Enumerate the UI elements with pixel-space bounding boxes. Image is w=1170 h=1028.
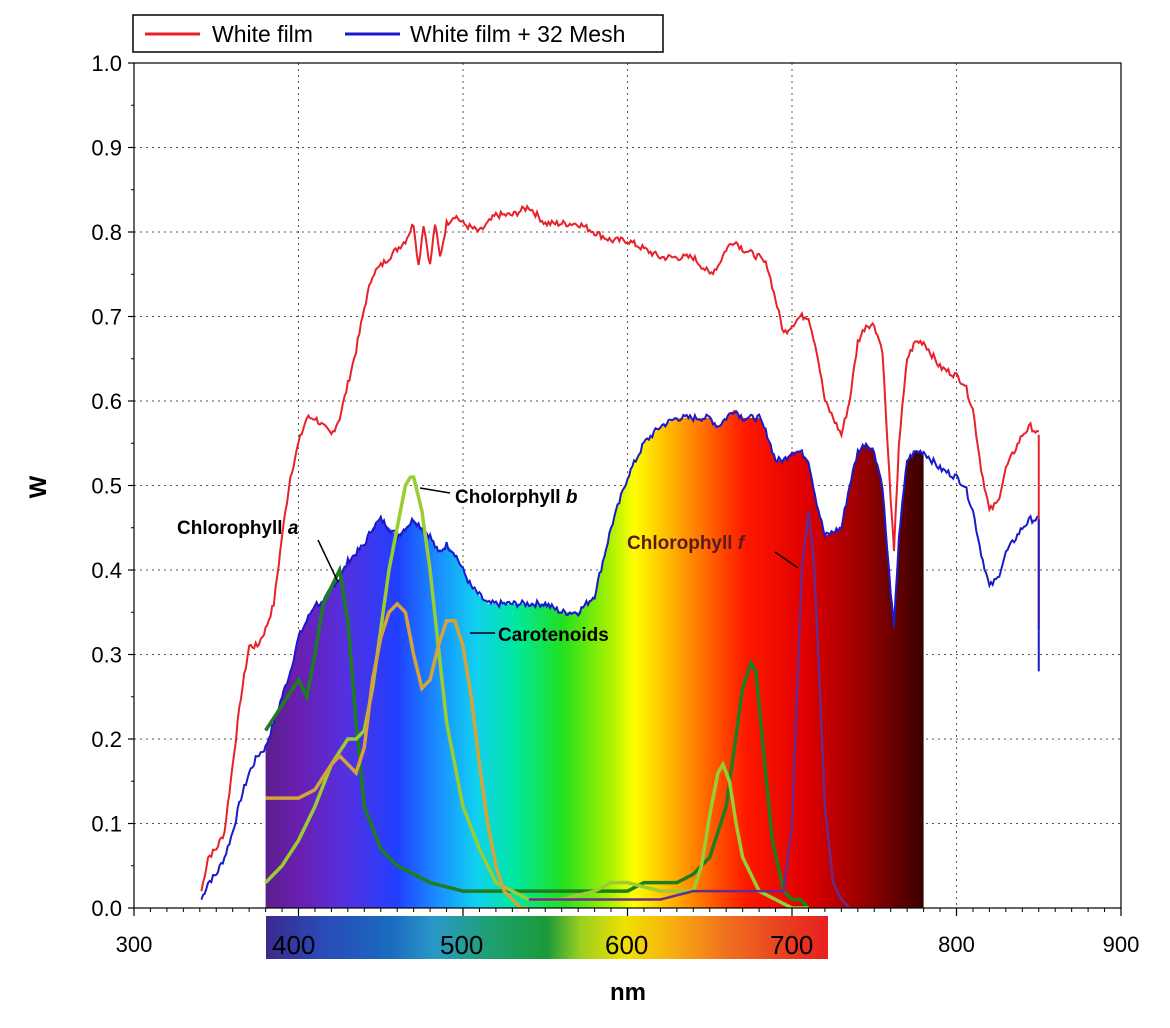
y-tick-label: 1.0	[91, 51, 122, 76]
y-axis-title: W	[25, 475, 52, 498]
series-line-carotenoids	[265, 601, 529, 908]
y-tick-label: 0.2	[91, 727, 122, 752]
spectrum-fill-area	[265, 409, 924, 908]
annotation-leader	[774, 551, 799, 569]
series-line-white-film	[200, 204, 1040, 892]
legend[interactable]: White film White film + 32 Mesh	[132, 14, 664, 53]
y-tick-label: 0.8	[91, 220, 122, 245]
y-tick-label: 0.0	[91, 896, 122, 921]
annotations: Chlorophyll a Cholorphyll b Carotenoids Chl…	[177, 487, 799, 646]
annotation-leader	[317, 539, 339, 583]
annotation-label: Cholorphyll b	[455, 487, 578, 508]
y-tick-label: 0.1	[91, 812, 122, 837]
y-tick-label: 0.3	[91, 643, 122, 668]
y-tick-label: 0.9	[91, 136, 122, 161]
y-tick-label: 0.6	[91, 389, 122, 414]
y-tick-label: 0.7	[91, 305, 122, 330]
spectrum-bar-label: 700	[770, 930, 813, 960]
annotation-leader	[419, 487, 451, 494]
y-tick-label: 0.4	[91, 558, 122, 583]
annotation-label: Carotenoids	[498, 625, 609, 646]
legend-label: White film	[212, 21, 313, 47]
x-tick-label: 900	[1103, 932, 1140, 957]
y-tick-label: 0.5	[91, 474, 122, 499]
legend-label: White film + 32 Mesh	[410, 21, 625, 47]
series-line-chlorophyll-f	[528, 510, 851, 908]
series-line-chlorophyll-a	[264, 564, 810, 908]
annotation-label: Chlorophyll a	[177, 518, 299, 539]
spectrum-bar	[266, 916, 828, 959]
x-axis-title: nm	[610, 979, 646, 1006]
x-tick-label: 300	[116, 932, 153, 957]
spectrum-fill	[265, 409, 924, 908]
spectrum-bar-label: 400	[272, 930, 315, 960]
annotation-label: Chlorophyll f	[627, 533, 746, 554]
spectrum-bar-label: 500	[440, 930, 483, 960]
x-tick-label: 800	[938, 932, 975, 957]
spectrum-color-bar: 400 500 600 700	[266, 916, 828, 960]
series-lines	[200, 204, 1040, 908]
spectrum-bar-label: 600	[605, 930, 648, 960]
